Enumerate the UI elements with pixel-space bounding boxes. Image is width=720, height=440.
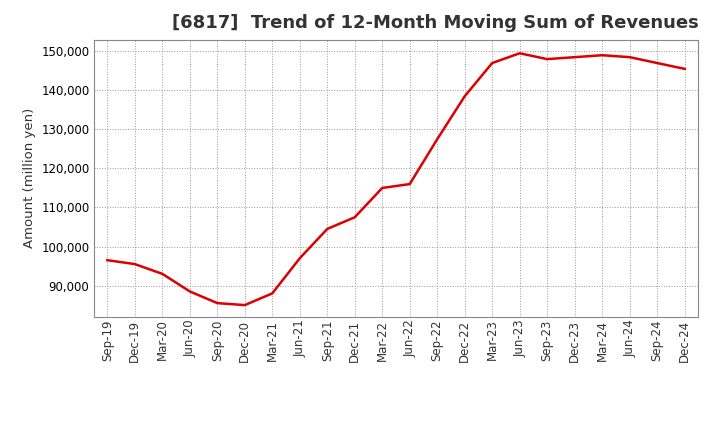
Text: [6817]  Trend of 12-Month Moving Sum of Revenues: [6817] Trend of 12-Month Moving Sum of R… bbox=[172, 15, 699, 33]
Y-axis label: Amount (million yen): Amount (million yen) bbox=[22, 108, 35, 248]
